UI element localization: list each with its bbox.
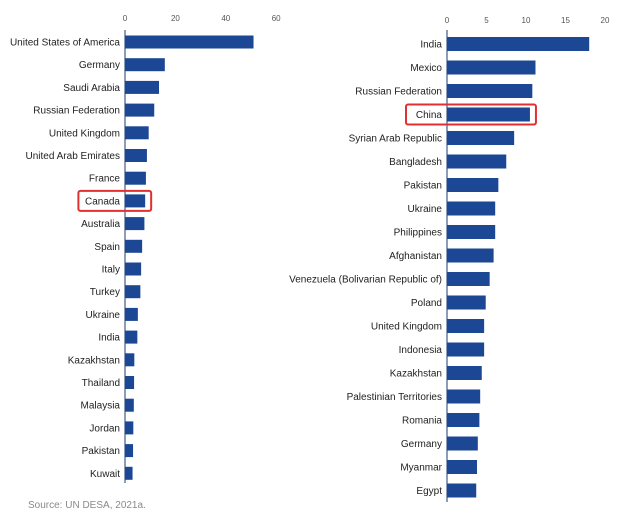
chart2-bar — [447, 84, 533, 98]
chart2-tick-label: 20 — [601, 16, 610, 25]
chart2-bar — [447, 460, 478, 474]
chart2-bar — [447, 413, 480, 427]
chart2-category-label: Germany — [401, 439, 442, 450]
chart1-bar — [125, 262, 142, 276]
chart2-category-label: Afghanistan — [389, 251, 442, 262]
chart2-category-label: Kazakhstan — [390, 369, 442, 380]
chart2-category-label: Poland — [411, 298, 442, 309]
chart2-bar — [447, 131, 515, 145]
chart1-category-label: France — [89, 174, 121, 185]
chart2-category-label: Pakistan — [404, 181, 442, 192]
chart2-tick-label: 0 — [445, 16, 450, 25]
chart1-category-label: Kuwait — [90, 469, 120, 480]
chart1-category-label: India — [98, 333, 120, 344]
chart1-bar — [125, 171, 146, 185]
chart1-tick-label: 40 — [221, 14, 230, 23]
chart1-category-label: Malaysia — [81, 401, 121, 412]
chart1-category-label: Spain — [94, 242, 120, 253]
chart2-bar — [447, 107, 530, 122]
chart1-category-label: Germany — [79, 60, 120, 71]
chart1-bar — [125, 194, 146, 208]
chart1-bar — [125, 421, 134, 435]
chart2-bar — [447, 272, 490, 286]
chart1-category-label: Italy — [102, 265, 120, 276]
chart2-bar — [447, 295, 486, 310]
chart1-bar — [125, 398, 134, 412]
chart1-bar — [125, 126, 149, 140]
chart2-tick-label: 15 — [561, 16, 570, 25]
chart2-bar — [447, 178, 499, 192]
chart2-category-label: India — [420, 40, 442, 51]
chart1-category-label: United Arab Emirates — [26, 151, 121, 162]
chart1-tick-label: 20 — [171, 14, 180, 23]
chart2-bar — [447, 37, 590, 51]
chart2-category-label: Romania — [402, 416, 442, 427]
chart1-category-label: Saudi Arabia — [63, 83, 120, 94]
chart2-bar — [447, 319, 485, 333]
chart1-category-label: Russian Federation — [33, 106, 120, 117]
chart2-category-label: Egypt — [416, 486, 442, 497]
chart1-category-label: Ukraine — [86, 310, 121, 321]
chart2-category-label: Russian Federation — [355, 87, 442, 98]
chart1-category-label: Turkey — [90, 287, 120, 298]
chart1-category-label: Thailand — [82, 378, 120, 389]
chart1-bar — [125, 285, 141, 299]
chart1-bar — [125, 353, 135, 367]
chart1-bar — [125, 80, 160, 94]
chart2-bar — [447, 248, 494, 263]
chart2-highlight-box — [405, 103, 537, 126]
chart2-category-label: Indonesia — [399, 345, 443, 356]
chart1-bar — [125, 239, 143, 253]
chart1-bar — [125, 307, 138, 321]
chart1-tick-label: 0 — [123, 14, 128, 23]
chart1-bar — [125, 466, 133, 480]
chart1-bar — [125, 103, 155, 117]
chart1-bar — [125, 330, 138, 344]
chart1-bar — [125, 376, 135, 389]
chart2-category-label: United Kingdom — [371, 322, 442, 333]
chart2-category-label: Mexico — [410, 63, 442, 74]
chart2-bar — [447, 225, 496, 239]
chart1-highlight-box — [77, 189, 153, 212]
chart1-bar — [125, 217, 145, 231]
chart1-category-label: Canada — [85, 196, 120, 207]
chart2-category-label: Bangladesh — [389, 157, 442, 168]
chart2-category-label: China — [416, 110, 443, 121]
chart2-bar — [447, 389, 481, 404]
chart2-category-label: Syrian Arab Republic — [349, 134, 442, 145]
chart2-tick-label: 10 — [522, 16, 531, 25]
chart2-bar — [447, 483, 477, 498]
chart2-bar — [447, 436, 478, 451]
source-note: Source: UN DESA, 2021a. — [28, 500, 146, 511]
chart2-bar — [447, 366, 482, 380]
chart1-category-label: Pakistan — [82, 446, 120, 457]
chart2-category-label: Venezuela (Bolivarian Republic of) — [289, 275, 442, 286]
chart2-bar — [447, 154, 507, 169]
chart1-category-label: Jordan — [89, 423, 120, 434]
chart2-tick-label: 5 — [484, 16, 489, 25]
chart1-bar — [125, 58, 165, 72]
chart1-category-label: United Kingdom — [49, 128, 120, 139]
chart1-bar — [125, 444, 134, 458]
chart1-bar — [125, 149, 147, 162]
chart1-category-label: United States of America — [10, 38, 120, 49]
chart2-category-label: Myanmar — [400, 463, 442, 474]
chart2-bar — [447, 60, 536, 75]
chart1-category-label: Kazakhstan — [68, 355, 120, 366]
chart2-category-label: Philippines — [394, 228, 442, 239]
chart1-tick-label: 60 — [272, 14, 281, 23]
chart1-category-label: Australia — [81, 219, 120, 230]
chart2-bar — [447, 201, 496, 216]
chart2-category-label: Ukraine — [408, 204, 443, 215]
chart1-bar — [125, 35, 254, 49]
chart2-category-label: Palestinian Territories — [347, 392, 442, 403]
chart2-bar — [447, 342, 485, 357]
